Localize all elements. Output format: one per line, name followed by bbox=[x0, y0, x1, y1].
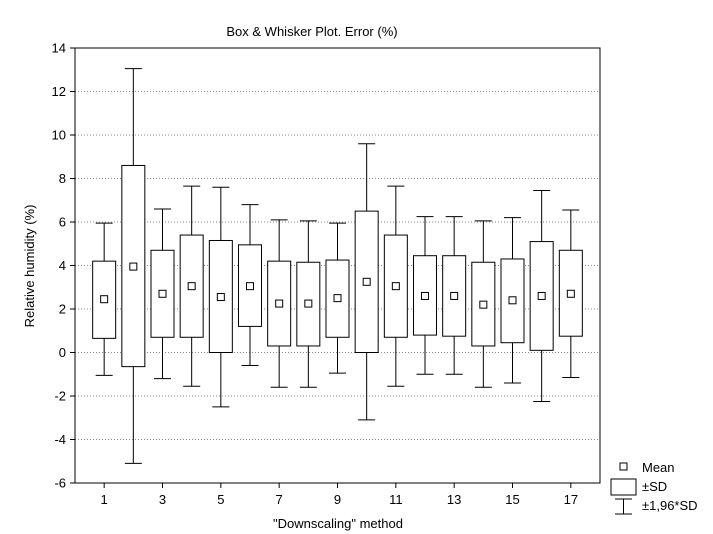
box-series bbox=[92, 68, 583, 464]
mean-marker bbox=[391, 282, 400, 291]
mean-marker bbox=[129, 262, 138, 271]
x-tick-label: 11 bbox=[389, 492, 403, 507]
mean-marker bbox=[537, 291, 546, 300]
chart-title: Box & Whisker Plot. Error (%) bbox=[226, 24, 397, 39]
x-tick-label: 15 bbox=[505, 492, 519, 507]
y-tick-label: 14 bbox=[52, 41, 66, 56]
legend: Mean ±SD ±1,96*SD bbox=[610, 460, 698, 515]
y-tick-label: -6 bbox=[54, 476, 66, 491]
mean-marker bbox=[246, 282, 254, 291]
mean-marker bbox=[508, 296, 517, 305]
box-item bbox=[92, 222, 117, 376]
x-axis-label: "Downscaling" method bbox=[273, 516, 403, 531]
mean-marker bbox=[275, 299, 284, 308]
y-tick-label: 4 bbox=[59, 258, 66, 273]
legend-ci-label: ±1,96*SD bbox=[642, 498, 698, 513]
x-tick-label: 5 bbox=[217, 492, 224, 507]
box-item bbox=[267, 219, 292, 388]
y-tick-label: -4 bbox=[54, 432, 66, 447]
y-axis-label: Relative humidity (%) bbox=[22, 205, 37, 328]
box-item bbox=[413, 216, 437, 375]
mean-marker bbox=[362, 277, 371, 286]
box-item bbox=[442, 216, 467, 375]
x-axis-ticks: 1 3 5 7 9 11 13 15 17 bbox=[101, 483, 578, 507]
y-axis-ticks: -6 -4 -2 0 2 4 6 8 10 12 14 bbox=[52, 41, 75, 491]
y-tick-label: 0 bbox=[59, 345, 66, 360]
box-item bbox=[179, 185, 204, 387]
mean-marker bbox=[479, 300, 488, 309]
mean-marker bbox=[216, 293, 225, 302]
x-tick-label: 1 bbox=[101, 492, 108, 507]
box-item bbox=[383, 185, 408, 387]
legend-sd-marker bbox=[610, 478, 637, 496]
box-item bbox=[471, 220, 496, 388]
box-item bbox=[150, 208, 175, 380]
y-tick-label: -2 bbox=[54, 389, 66, 404]
box-item bbox=[121, 68, 146, 464]
mean-marker bbox=[304, 299, 313, 308]
x-tick-label: 17 bbox=[564, 492, 578, 507]
legend-ci-marker bbox=[615, 498, 632, 515]
mean-marker bbox=[566, 289, 575, 298]
y-tick-label: 10 bbox=[52, 128, 66, 143]
mean-marker bbox=[100, 295, 109, 304]
box-item bbox=[208, 186, 233, 408]
box-item bbox=[354, 143, 379, 421]
mean-marker bbox=[187, 282, 196, 291]
legend-mean-marker bbox=[619, 462, 628, 471]
mean-marker bbox=[421, 291, 429, 300]
y-tick-label: 6 bbox=[59, 215, 66, 230]
mean-marker bbox=[450, 291, 459, 300]
box-item bbox=[529, 189, 554, 402]
y-tick-label: 2 bbox=[59, 302, 66, 317]
mean-marker bbox=[158, 289, 167, 298]
x-tick-label: 7 bbox=[276, 492, 283, 507]
legend-mean-label: Mean bbox=[642, 460, 675, 475]
y-tick-label: 12 bbox=[52, 84, 66, 99]
box-item bbox=[296, 220, 321, 388]
mean-marker bbox=[333, 294, 342, 303]
box-item bbox=[238, 204, 262, 367]
legend-sd-label: ±SD bbox=[642, 479, 667, 494]
box-item bbox=[558, 209, 583, 379]
x-tick-label: 13 bbox=[447, 492, 461, 507]
x-tick-label: 9 bbox=[334, 492, 341, 507]
box-item bbox=[325, 222, 350, 374]
y-tick-label: 8 bbox=[59, 171, 66, 186]
box-item bbox=[500, 217, 525, 384]
x-tick-label: 3 bbox=[159, 492, 166, 507]
